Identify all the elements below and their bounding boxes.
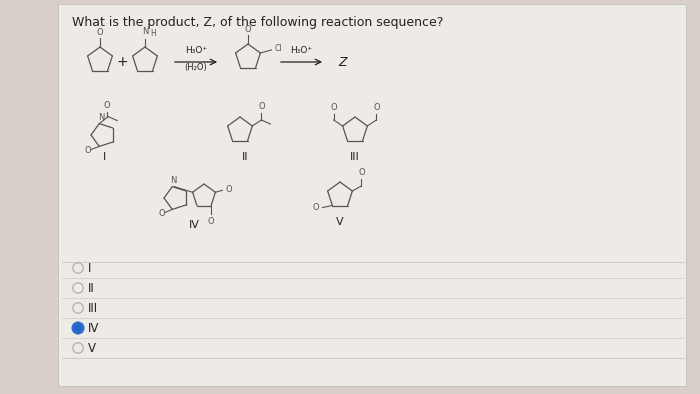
Text: Z: Z xyxy=(338,56,346,69)
FancyBboxPatch shape xyxy=(58,4,686,386)
Text: IV: IV xyxy=(88,322,99,335)
Text: O: O xyxy=(85,146,92,155)
Text: III: III xyxy=(350,152,360,162)
Text: I: I xyxy=(104,152,106,162)
Text: II: II xyxy=(88,281,95,294)
Text: What is the product, Z, of the following reaction sequence?: What is the product, Z, of the following… xyxy=(72,16,443,29)
Text: O: O xyxy=(330,103,337,112)
Text: V: V xyxy=(336,217,344,227)
Text: N: N xyxy=(142,27,148,36)
Text: I: I xyxy=(88,262,92,275)
Text: O: O xyxy=(225,185,232,194)
Text: H₃O⁺: H₃O⁺ xyxy=(185,46,207,55)
Text: H: H xyxy=(150,29,155,38)
Text: N: N xyxy=(98,113,104,122)
Text: +: + xyxy=(116,55,128,69)
Text: (H₂O): (H₂O) xyxy=(185,63,207,72)
Text: II: II xyxy=(241,152,248,162)
Text: H₃O⁺: H₃O⁺ xyxy=(290,46,313,55)
Text: O: O xyxy=(97,28,104,37)
Circle shape xyxy=(74,323,83,333)
Text: O: O xyxy=(104,100,111,110)
Text: N: N xyxy=(170,176,176,184)
Text: O: O xyxy=(358,168,365,177)
Text: O: O xyxy=(159,209,166,218)
Text: O: O xyxy=(313,203,319,212)
Text: O: O xyxy=(373,103,379,112)
Text: Cl: Cl xyxy=(274,45,282,54)
Text: III: III xyxy=(88,301,98,314)
Text: O: O xyxy=(208,217,214,226)
Text: O: O xyxy=(258,102,265,111)
Text: O: O xyxy=(245,25,251,34)
Text: V: V xyxy=(88,342,96,355)
Text: IV: IV xyxy=(188,220,199,230)
